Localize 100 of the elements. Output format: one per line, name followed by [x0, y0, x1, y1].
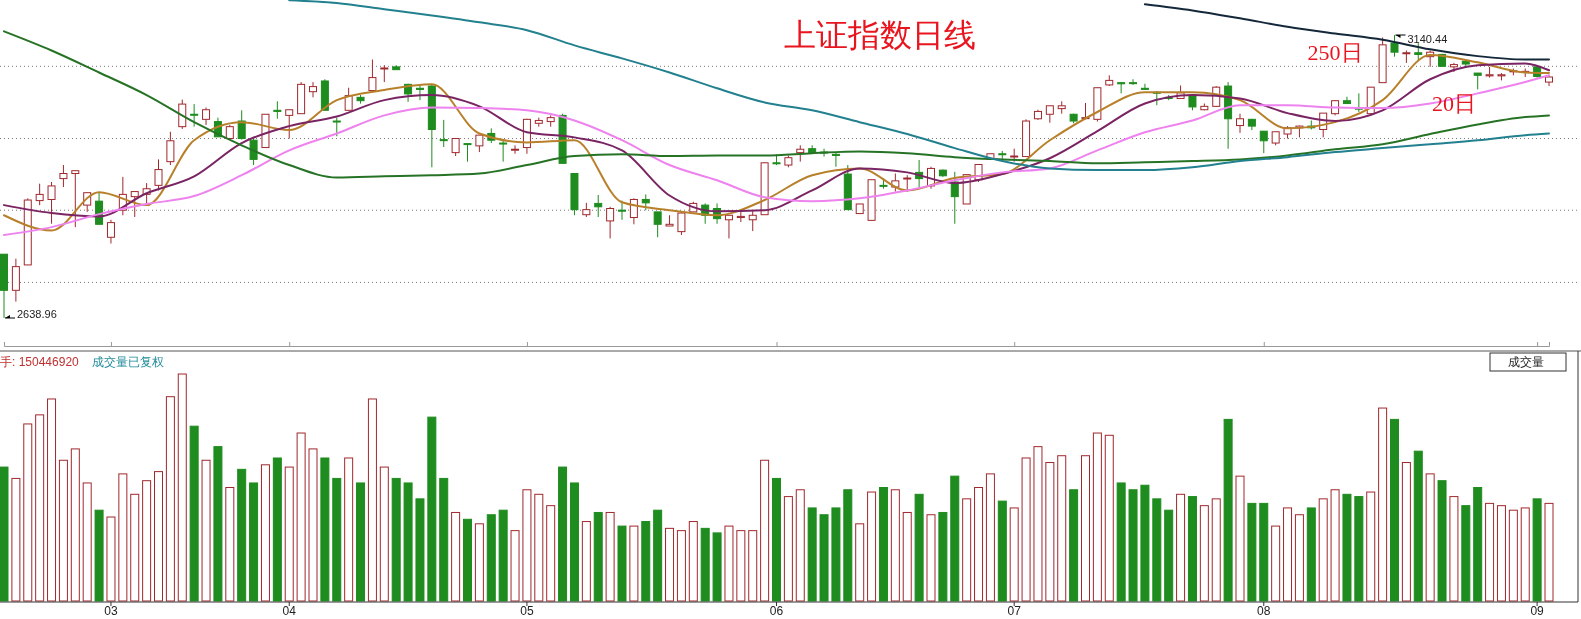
candlestick: [415, 84, 424, 101]
candlestick: [47, 181, 56, 225]
bar: [1021, 457, 1031, 602]
bar: [94, 509, 104, 602]
bar: [474, 523, 484, 602]
bar: [1496, 505, 1506, 602]
x-tick-label: 05: [520, 604, 534, 618]
bar: [760, 459, 770, 602]
bar: [629, 525, 639, 602]
candlestick: [748, 209, 757, 232]
bar: [130, 493, 140, 602]
bar: [605, 511, 615, 602]
candlestick: [106, 219, 115, 244]
bar: [1318, 498, 1328, 602]
bar: [70, 448, 80, 602]
bar: [225, 487, 235, 602]
candlestick: [285, 109, 294, 140]
candlestick: [344, 87, 353, 111]
bar: [1330, 489, 1340, 602]
bar: [855, 523, 865, 602]
bar: [58, 459, 68, 602]
candlestick: [237, 109, 246, 141]
x-tick-label: 06: [769, 604, 784, 618]
bar: [938, 511, 948, 602]
bar: [344, 457, 354, 602]
bar: [783, 496, 793, 602]
candlestick: [166, 131, 175, 166]
text: 手: 150446920: [0, 355, 80, 369]
candlestick: [439, 119, 448, 148]
bar: [237, 468, 247, 602]
bar: [1081, 455, 1090, 602]
x-tick-label: 07: [1007, 604, 1022, 618]
bar: [272, 457, 282, 602]
bar: [712, 532, 722, 602]
candlestick: [463, 143, 472, 163]
bar: [356, 482, 366, 602]
bar: [1223, 418, 1233, 602]
candlestick: [831, 151, 840, 168]
candlestick: [499, 139, 508, 163]
bar: [772, 477, 781, 602]
bar: [1057, 455, 1067, 602]
bar: [415, 498, 425, 602]
candlestick: [332, 117, 341, 137]
candlestick: [71, 170, 80, 228]
bar: [1247, 502, 1257, 602]
bar: [522, 489, 532, 602]
candlestick: [653, 211, 662, 238]
bar: [1354, 496, 1364, 602]
bar: [748, 530, 758, 602]
bar: [581, 521, 591, 602]
bar: [11, 477, 21, 602]
bar: [1544, 502, 1554, 602]
candlestick: [273, 100, 282, 120]
bar: [676, 530, 686, 602]
bar: [284, 466, 294, 602]
bar: [498, 509, 508, 602]
bar: [1271, 525, 1281, 602]
bar: [142, 480, 152, 602]
x-tick-label: 09: [1530, 604, 1545, 618]
bar: [1176, 493, 1186, 602]
bar: [736, 530, 746, 602]
bar: [296, 432, 306, 602]
bar: [688, 521, 698, 602]
bar: [593, 511, 603, 602]
text: 成交量: [1508, 355, 1544, 369]
bar: [201, 459, 211, 602]
candlestick: [606, 206, 615, 239]
bar: [1009, 507, 1019, 602]
bar: [1437, 480, 1447, 602]
bar: [332, 477, 342, 602]
candlestick: [724, 214, 733, 239]
candlestick: [1402, 49, 1411, 64]
bar: [379, 466, 389, 602]
bar: [106, 516, 116, 602]
bar: [1294, 514, 1304, 602]
bar: [997, 500, 1007, 602]
bar: [641, 521, 651, 602]
bar: [1211, 498, 1221, 602]
bar: [510, 530, 520, 602]
bar: [1104, 434, 1114, 602]
bar: [1140, 484, 1150, 602]
x-tick-label: 03: [104, 604, 118, 618]
bar: [367, 398, 377, 602]
candlestick: [130, 191, 139, 218]
bar: [534, 493, 544, 602]
candlestick: [35, 183, 44, 206]
candlestick: [59, 164, 68, 188]
bar: [914, 493, 924, 602]
bar: [890, 489, 900, 602]
bar: [665, 527, 675, 602]
bar: [439, 477, 449, 602]
bar: [1532, 498, 1542, 602]
bar: [878, 487, 888, 602]
candlestick: [178, 99, 187, 130]
candlestick: [190, 103, 199, 128]
bar: [653, 509, 663, 602]
bar: [1425, 473, 1435, 602]
bar: [700, 527, 710, 602]
bar: [320, 457, 330, 602]
candlestick: [511, 144, 520, 155]
